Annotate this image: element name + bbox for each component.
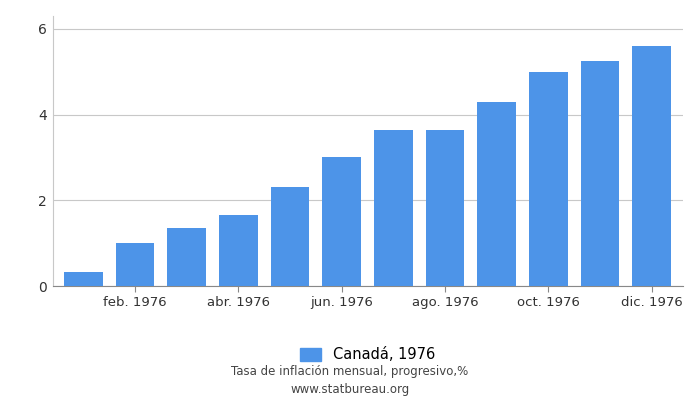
Bar (580, 61, 620, 286)
Text: www.statbureau.org: www.statbureau.org (290, 384, 410, 396)
Bar (632, 46, 671, 286)
Bar (374, 130, 413, 286)
Bar (271, 188, 309, 286)
Bar (322, 158, 361, 286)
Bar (426, 130, 464, 286)
Bar (116, 243, 155, 286)
Bar (219, 215, 258, 286)
Bar (529, 72, 568, 286)
Bar (477, 102, 516, 286)
Text: Tasa de inflación mensual, progresivo,%: Tasa de inflación mensual, progresivo,% (232, 365, 468, 378)
Bar (64, 272, 103, 286)
Bar (167, 228, 206, 286)
Legend: Canadá, 1976: Canadá, 1976 (300, 347, 435, 362)
